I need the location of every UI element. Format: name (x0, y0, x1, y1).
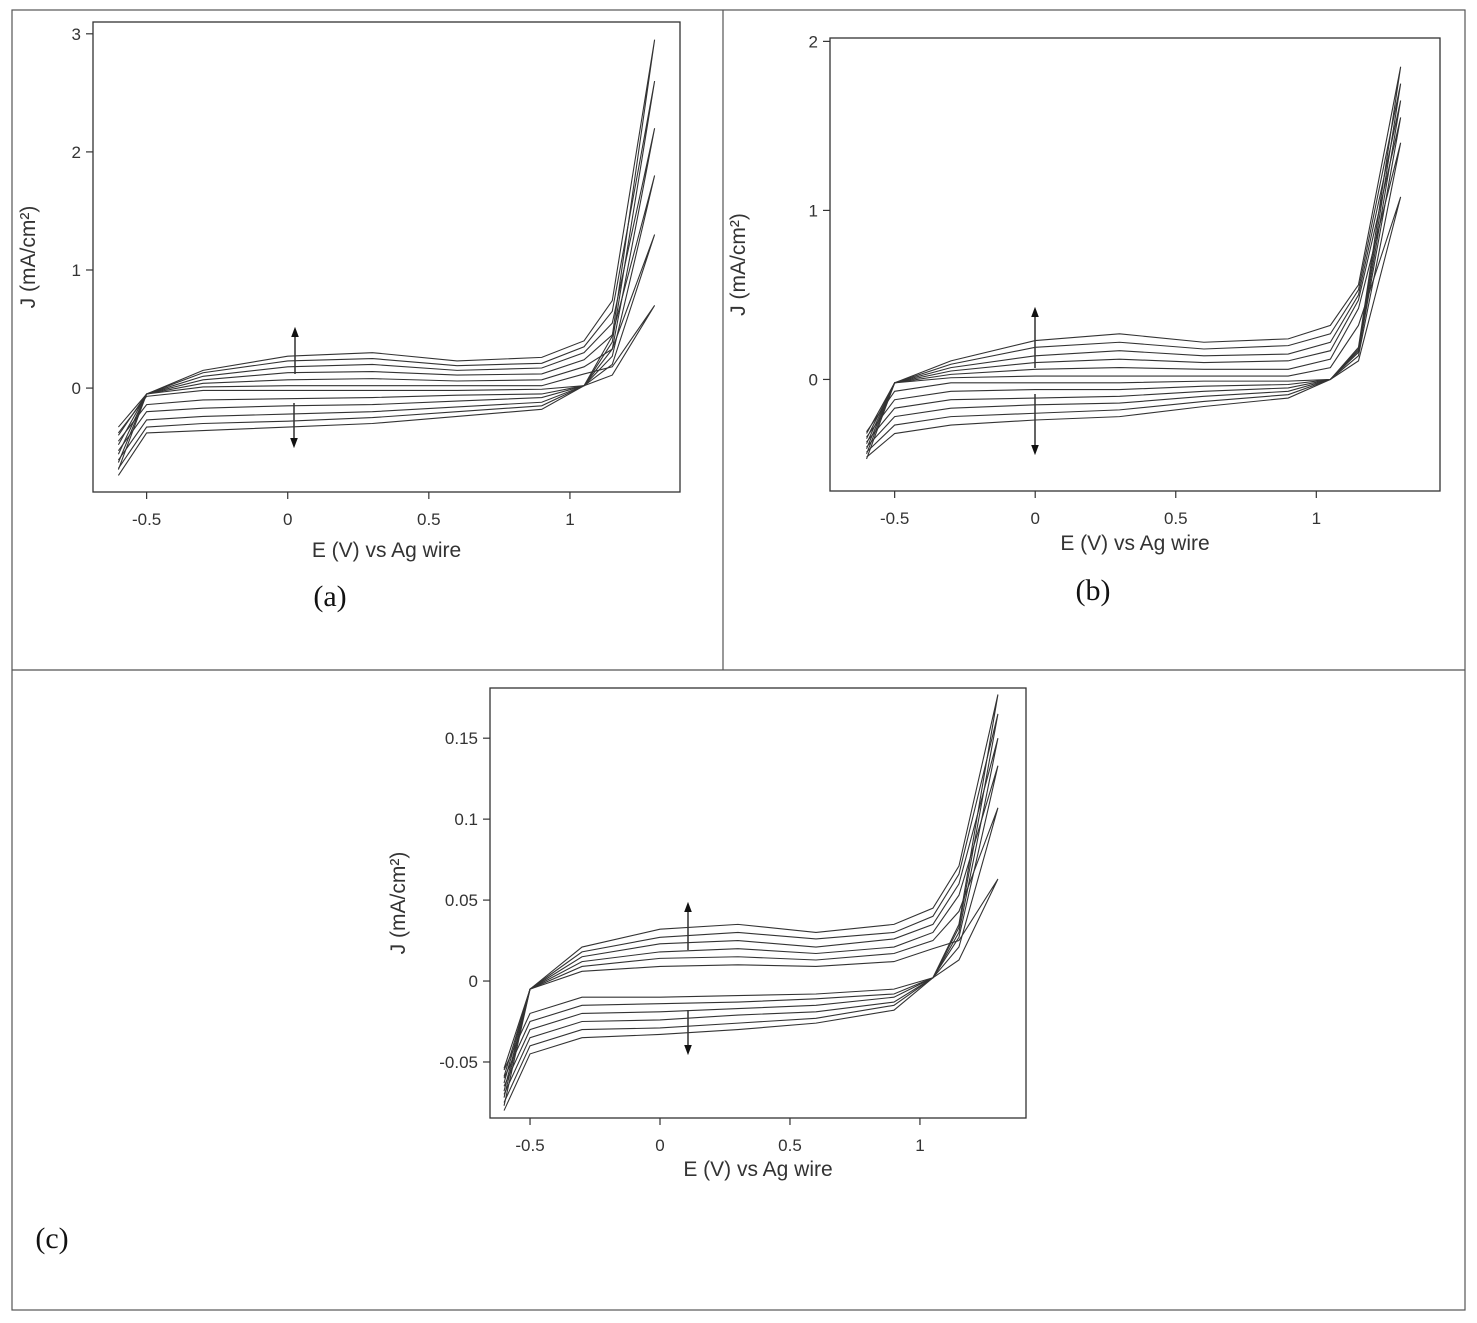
cv-curve (866, 100, 1402, 449)
y-tick-label: 0.15 (445, 729, 478, 748)
x-tick-label: 1 (915, 1136, 924, 1155)
x-tick-label: 0 (1030, 509, 1039, 528)
plot-frame (489, 687, 1027, 1119)
cv-curve (866, 66, 1402, 460)
y-tick-label: 3 (72, 25, 81, 44)
y-tick-label: 0 (469, 972, 478, 991)
cv-curve (503, 765, 999, 1087)
x-axis-label: E (V) vs Ag wire (683, 1158, 832, 1181)
plot-frame (92, 21, 681, 493)
x-tick-label: 0.5 (778, 1136, 802, 1155)
x-tick-label: -0.5 (132, 510, 161, 529)
y-tick-label: 0 (72, 379, 81, 398)
x-tick-label: -0.5 (880, 509, 909, 528)
panel-label: (a) (313, 580, 346, 613)
y-tick-label: 0.1 (454, 810, 478, 829)
y-axis-label: J (mA/cm²) (17, 206, 40, 309)
panel-label: (c) (35, 1222, 68, 1255)
x-tick-label: 1 (565, 510, 574, 529)
cv-curve (117, 234, 656, 442)
x-tick-label: 1 (1312, 509, 1321, 528)
y-tick-label: -0.05 (439, 1053, 478, 1072)
plot-frame (829, 37, 1441, 492)
cv-curve (503, 694, 999, 1111)
y-tick-label: 0.05 (445, 891, 478, 910)
y-tick-label: 1 (72, 261, 81, 280)
cv-curve (503, 807, 999, 1079)
x-tick-label: 0.5 (417, 510, 441, 529)
cv-curve (117, 39, 656, 476)
cv-curve (117, 305, 656, 434)
x-tick-label: 0 (655, 1136, 664, 1155)
cv-curve (503, 713, 999, 1103)
x-tick-label: -0.5 (515, 1136, 544, 1155)
cv-curve (866, 196, 1402, 434)
y-tick-label: 0 (809, 370, 818, 389)
x-tick-label: 0 (283, 510, 292, 529)
cv-curve (117, 175, 656, 451)
frame (11, 9, 1466, 1311)
cv-curve (117, 128, 656, 461)
cv-curve (117, 80, 656, 469)
panel-label: (b) (1076, 574, 1111, 607)
cv-curve (866, 142, 1402, 439)
x-axis-label: E (V) vs Ag wire (1060, 532, 1209, 555)
cv-curve (503, 738, 999, 1095)
y-axis-label: J (mA/cm²) (727, 213, 750, 316)
y-tick-label: 2 (809, 32, 818, 51)
cv-curve (866, 117, 1402, 444)
x-axis-label: E (V) vs Ag wire (312, 539, 461, 562)
cv-curve (866, 83, 1402, 455)
y-axis-label: J (mA/cm²) (387, 852, 410, 955)
y-tick-label: 2 (72, 143, 81, 162)
cv-curve (503, 878, 999, 1071)
y-tick-label: 1 (809, 201, 818, 220)
x-tick-label: 0.5 (1164, 509, 1188, 528)
